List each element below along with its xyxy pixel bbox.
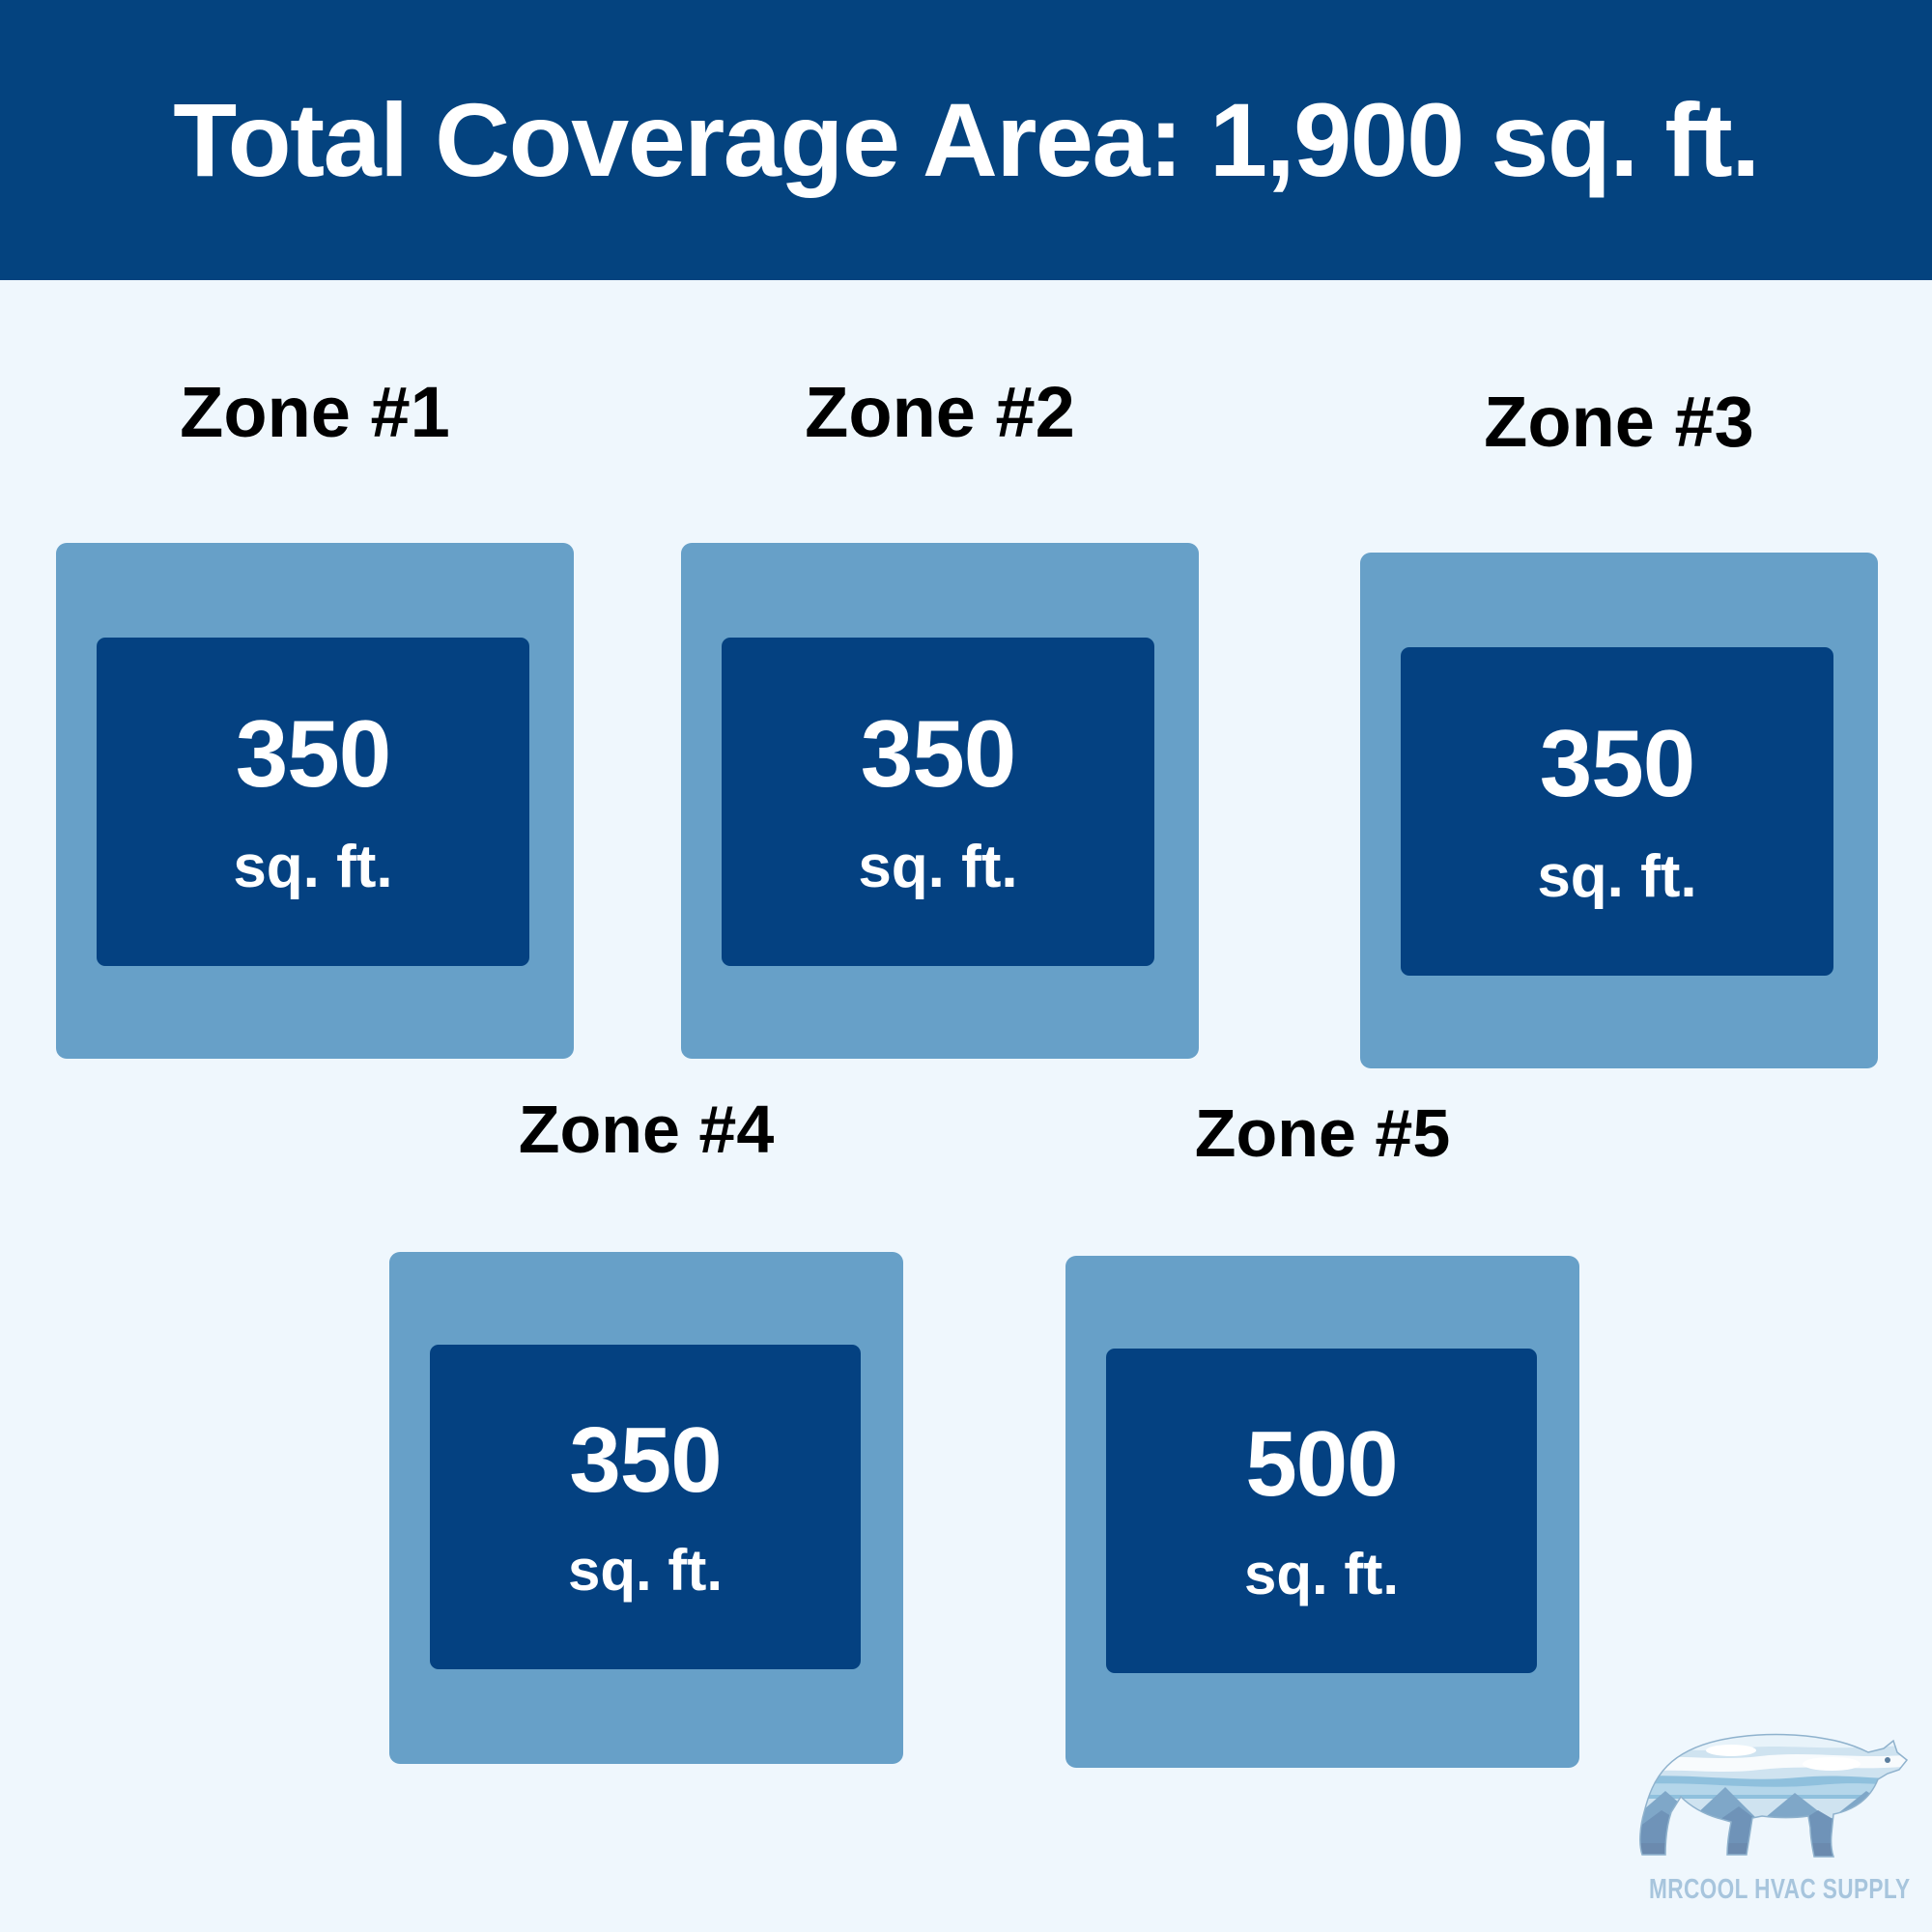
brand-logo: MRCOOL HVAC SUPPLY [1615, 1710, 1922, 1918]
zone-4-value: 350 [569, 1408, 722, 1512]
zone-2-outer-frame: 350 sq. ft. [681, 543, 1199, 1059]
zone-4-inner-panel: 350 sq. ft. [430, 1345, 861, 1669]
zone-2-value: 350 [860, 700, 1017, 807]
polar-bear-icon [1639, 1733, 1909, 1858]
zone-1-label: Zone #1 [180, 372, 450, 452]
zone-1-unit: sq. ft. [233, 834, 393, 900]
zone-4-unit: sq. ft. [568, 1538, 723, 1603]
zone-5-unit: sq. ft. [1244, 1542, 1399, 1606]
zone-1-inner-panel: 350 sq. ft. [97, 638, 529, 966]
zone-3-label: Zone #3 [1484, 382, 1754, 462]
zone-2-inner-panel: 350 sq. ft. [722, 638, 1154, 966]
zone-2-unit: sq. ft. [858, 834, 1018, 900]
zone-5-inner-panel: 500 sq. ft. [1106, 1349, 1537, 1673]
logo-wordmark: MRCOOL HVAC SUPPLY [1648, 1874, 1911, 1905]
page-title: Total Coverage Area: 1,900 sq. ft. [173, 81, 1760, 198]
zone-3-inner-panel: 350 sq. ft. [1401, 647, 1833, 976]
zone-5-value: 500 [1245, 1412, 1398, 1516]
zone-4-label: Zone #4 [518, 1092, 775, 1167]
zone-5-outer-frame: 500 sq. ft. [1065, 1256, 1579, 1768]
zone-3-outer-frame: 350 sq. ft. [1360, 553, 1878, 1068]
zone-4-outer-frame: 350 sq. ft. [389, 1252, 903, 1764]
zone-3-value: 350 [1539, 710, 1696, 816]
zone-3-unit: sq. ft. [1537, 843, 1697, 910]
zone-1-value: 350 [235, 700, 392, 807]
zone-5-label: Zone #5 [1194, 1095, 1451, 1171]
zone-1-outer-frame: 350 sq. ft. [56, 543, 574, 1059]
header-banner: Total Coverage Area: 1,900 sq. ft. [0, 0, 1932, 280]
zone-2-label: Zone #2 [805, 372, 1075, 452]
